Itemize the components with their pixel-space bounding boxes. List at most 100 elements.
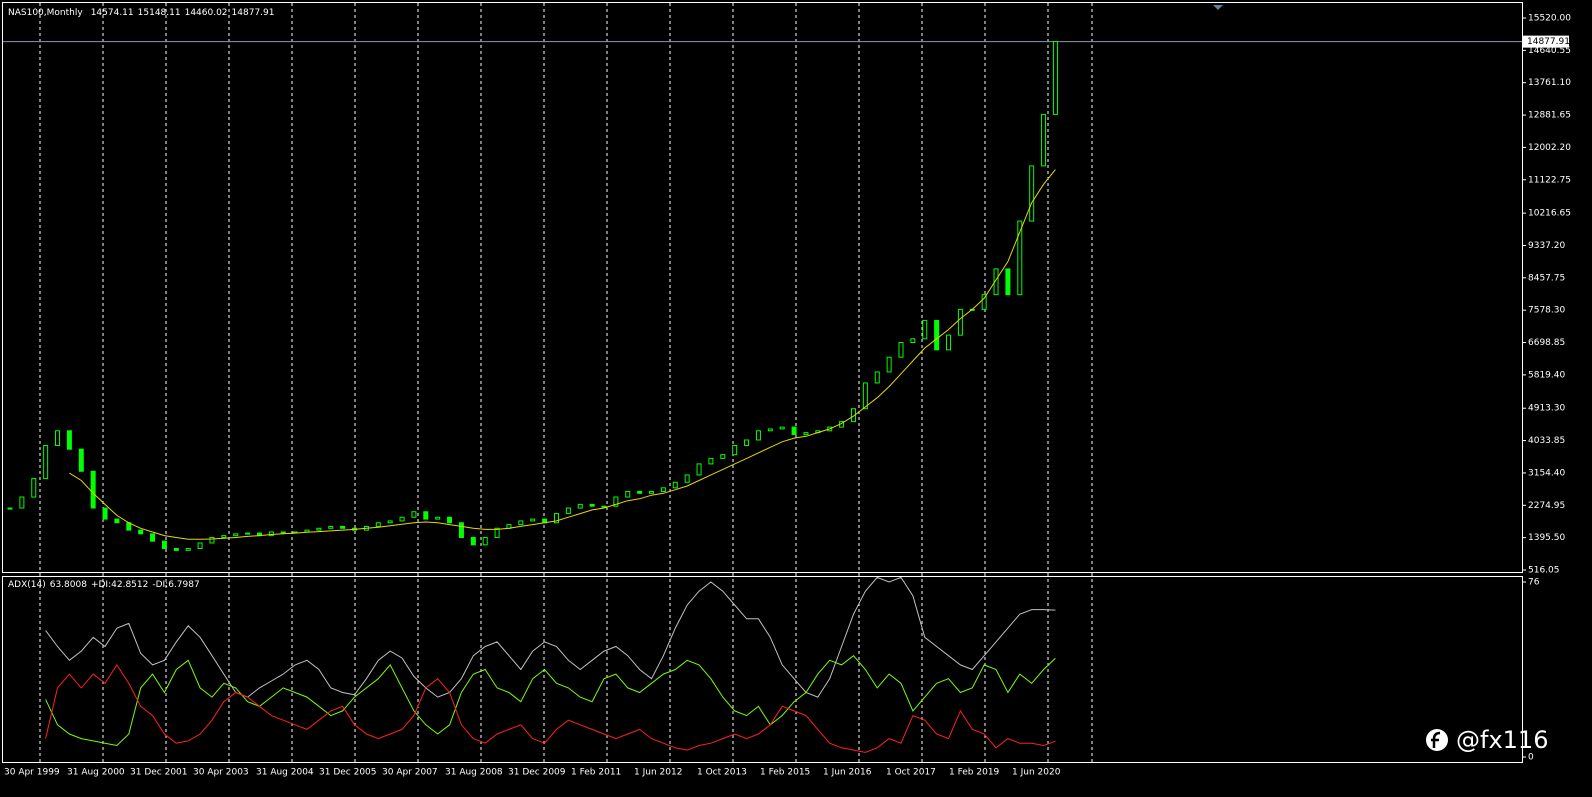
x-tick-label: 1 Oct 2013 (697, 768, 747, 778)
candle (340, 525, 346, 529)
candle (518, 520, 524, 526)
candle (803, 432, 809, 435)
candle (744, 439, 750, 447)
candle (922, 319, 928, 340)
moving-average (69, 169, 1056, 540)
candle (90, 470, 96, 509)
y-tick-label: 4033.85 (1528, 436, 1565, 446)
candle (316, 527, 322, 531)
candle (862, 382, 868, 410)
x-tick-label: 31 Aug 2008 (445, 768, 503, 778)
x-tick-label: 31 Aug 2004 (256, 768, 314, 778)
candle (102, 507, 108, 520)
candle (197, 542, 203, 550)
low: 14460.02 (185, 8, 228, 18)
y-tick-label: 8457.75 (1528, 273, 1565, 283)
candle (910, 338, 916, 343)
y-tick-label: 10216.65 (1528, 209, 1571, 219)
candle (589, 503, 595, 507)
y-tick-label: 7578.30 (1528, 306, 1565, 316)
indicator-line (45, 663, 1056, 753)
candle (1041, 113, 1047, 167)
candle (755, 430, 761, 441)
candle (732, 445, 738, 456)
candle (494, 527, 500, 538)
close: 14877.91 (232, 8, 275, 18)
minus-di-value: 6.7987 (168, 580, 200, 590)
y-tick-label: 13761.10 (1528, 78, 1571, 88)
candle (601, 505, 607, 508)
indicator-tick-label: 0 (1528, 753, 1534, 763)
candle (696, 463, 702, 476)
candle (458, 522, 464, 538)
plus-di-value: 42.8512 (111, 580, 148, 590)
y-tick-label: 11122.75 (1528, 175, 1571, 185)
indicator-header: ADX(14) 63.8008 +DI:42.8512 -DI:6.7987 (8, 580, 200, 590)
candle (684, 474, 690, 483)
x-tick-label: 1 Feb 2015 (760, 768, 810, 778)
candle (660, 487, 666, 492)
x-tick-label: 31 Aug 2000 (67, 768, 125, 778)
candle (7, 507, 13, 510)
candle (779, 426, 785, 430)
shift-marker (1213, 5, 1223, 10)
y-tick-label: 5819.40 (1528, 370, 1565, 380)
candle (934, 319, 940, 351)
chart-header: NAS100,Monthly 14574.11 15148.11 14460.02 14… (8, 8, 275, 18)
indicator-frame (2, 576, 1523, 763)
candle (791, 426, 797, 435)
candle (150, 533, 156, 542)
candle (1052, 41, 1058, 115)
candle (530, 518, 536, 522)
candle (399, 516, 405, 522)
candle (957, 308, 963, 336)
main-frame (2, 2, 1523, 573)
candle (470, 536, 476, 546)
candle (898, 341, 904, 358)
candle (874, 371, 880, 384)
y-tick-label: 1395.50 (1528, 533, 1565, 543)
x-tick-label: 30 Apr 1999 (4, 768, 60, 778)
watermark-logo-mark (1431, 731, 1441, 748)
candle (886, 356, 892, 373)
y-tick-label: 3154.40 (1528, 468, 1565, 478)
candle (387, 520, 393, 524)
y-tick-label: 2274.95 (1528, 501, 1565, 511)
watermark: @fx116 (1456, 726, 1548, 754)
current-price-label: 14877.91 (1527, 37, 1570, 47)
candle (1029, 165, 1035, 222)
indicator-line (45, 576, 1056, 698)
y-tick-label: 14640.55 (1528, 46, 1571, 56)
candle (708, 457, 714, 465)
candle (553, 513, 559, 524)
candle (114, 518, 120, 524)
x-tick-label: 31 Dec 2009 (508, 768, 566, 778)
candle (375, 522, 381, 527)
candle (268, 531, 274, 537)
high: 15148.11 (138, 8, 181, 18)
x-tick-label: 1 Jun 2016 (823, 768, 872, 778)
candle (649, 490, 655, 494)
x-tick-label: 31 Dec 2005 (319, 768, 377, 778)
candle (185, 548, 191, 551)
candle (447, 516, 453, 524)
candle (720, 454, 726, 459)
candle (482, 536, 488, 546)
candle (19, 496, 25, 509)
candle (411, 511, 417, 518)
minus-di-label: -DI: (152, 580, 168, 590)
candle (981, 294, 987, 310)
candle (245, 532, 251, 535)
candle (55, 430, 61, 447)
candle (280, 531, 286, 534)
candle (625, 490, 631, 498)
indicator-name: ADX(14) (8, 580, 46, 590)
y-tick-label: 4913.30 (1528, 404, 1565, 414)
y-tick-label: 12002.20 (1528, 143, 1571, 153)
candle (233, 533, 239, 537)
x-tick-label: 1 Feb 2011 (571, 768, 621, 778)
current-price-box (1523, 35, 1569, 48)
plus-di-label: +DI: (91, 580, 111, 590)
candle (138, 529, 144, 535)
candle (78, 448, 84, 472)
